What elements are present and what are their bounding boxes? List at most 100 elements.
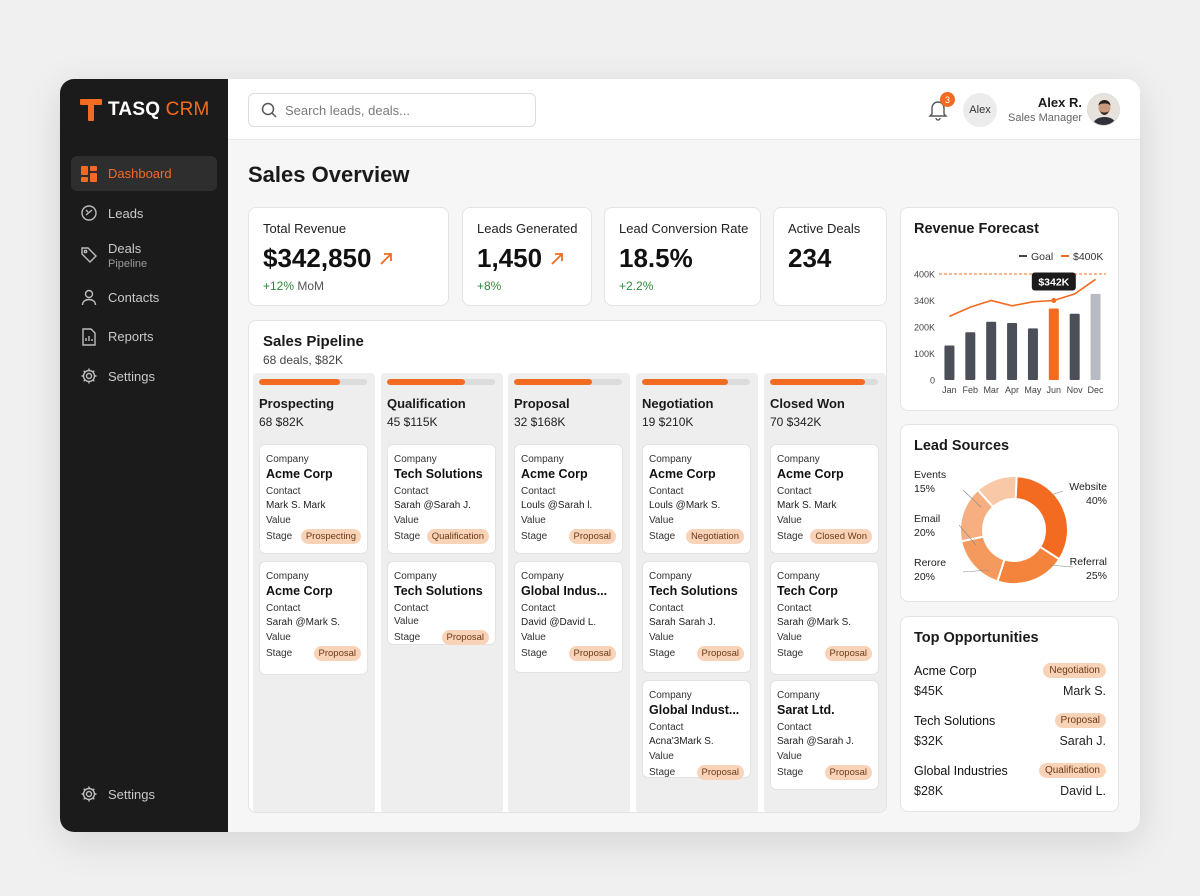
- pie-label-events: Events 15%: [914, 468, 964, 496]
- opportunity-item[interactable]: Acme Corp Negotiation $45K Mark S.: [914, 663, 1106, 698]
- user-chip[interactable]: Alex: [963, 93, 997, 127]
- stage-pill: Proposal: [313, 646, 361, 661]
- revenue-chart: Goal $400K 0 100K 200K 340K 400K Jan Feb Mar Apr Ma…: [914, 251, 1106, 395]
- pie-label-pct: 40%: [1085, 495, 1107, 507]
- company-label: Company: [649, 690, 692, 701]
- stage-label: Stage: [521, 648, 548, 659]
- stage-pill: Proposal: [568, 529, 616, 544]
- company-label: Company: [394, 454, 437, 465]
- deal-card[interactable]: Company Sarat Ltd. Contact Sarah @Sarah J. V…: [770, 680, 879, 790]
- sidebar-item-reports[interactable]: Reports: [71, 319, 217, 354]
- stage-pill: Proposal: [696, 646, 744, 661]
- stage-progress-fill: [387, 379, 465, 385]
- opportunity-item[interactable]: Tech Solutions Proposal $32K Sarah J.: [914, 713, 1106, 748]
- deal-card[interactable]: Company Acme Corp Contact Louls @Sarah l. Va…: [514, 444, 623, 554]
- tooltip-label: $342K: [1038, 277, 1069, 289]
- deal-card[interactable]: Company Global Indus... Contact David @Davi…: [514, 561, 623, 673]
- value-label: Value: [649, 515, 674, 526]
- stage-progress-bar: [387, 379, 495, 385]
- pipeline-title: Sales Pipeline: [263, 333, 364, 350]
- stage-progress-bar: [514, 379, 622, 385]
- value-label: Value: [266, 515, 291, 526]
- column-stats: 19 $210K: [642, 415, 694, 429]
- pipeline-column-prospecting: Prospecting 68 $82K Company Acme Corp Contac…: [253, 373, 375, 812]
- pie-slice-website: [1014, 475, 1069, 561]
- bar-jan: [944, 345, 955, 380]
- opportunity-value: $28K: [914, 784, 944, 798]
- deal-card[interactable]: Company Tech Solutions Contact Sarah Sarah …: [642, 561, 751, 673]
- x-tick-label: Jun: [1047, 385, 1062, 395]
- deal-contact: Mark S. Mark: [266, 500, 326, 511]
- page-title: Sales Overview: [248, 162, 410, 187]
- sidebar-item-label: Deals: [108, 240, 142, 256]
- stage-label: Stage: [266, 531, 293, 542]
- deal-card[interactable]: Company Acme Corp Contact Mark S. Mark Value…: [259, 444, 368, 554]
- deal-contact: Sarah @Sarah J.: [394, 500, 471, 511]
- pie-label-name: Rerore: [914, 557, 947, 569]
- opportunity-company: Global Industries: [914, 763, 1008, 778]
- avatar[interactable]: [1087, 93, 1120, 126]
- column-stats: 68 $82K: [259, 415, 304, 429]
- deal-company: Acme Corp: [777, 467, 844, 481]
- bar-nov: [1069, 313, 1080, 380]
- opportunity-item[interactable]: Global Industries Qualification $28K David…: [914, 763, 1106, 798]
- tooltip-box: [1031, 272, 1076, 291]
- company-label: Company: [394, 571, 437, 582]
- deal-contact: Sarah @Mark S.: [266, 617, 341, 628]
- pie-leader-line: [1050, 490, 1064, 496]
- search-box[interactable]: [248, 93, 536, 127]
- stage-progress-bar: [642, 379, 750, 385]
- deal-card[interactable]: Company Acme Corp Contact Louls @Mark S. Val…: [642, 444, 751, 554]
- bar-feb: [965, 332, 976, 380]
- search-input[interactable]: [285, 102, 515, 118]
- x-tick-label: Apr: [1005, 385, 1019, 395]
- deal-company: Acme Corp: [649, 467, 716, 481]
- pie-label-pct: 25%: [1085, 570, 1107, 582]
- chart-title: Lead Sources: [914, 438, 1010, 454]
- pipeline-subtitle: 68 deals, $82K: [263, 353, 344, 367]
- deal-card[interactable]: Company Global Indust... Contact Acna'3Mark…: [642, 680, 751, 780]
- sidebar-item-sublabel: Pipeline: [108, 257, 148, 270]
- contact-label: Contact: [394, 603, 429, 614]
- app-window: TASQ CRM Dashboard Leads Deals Pipeline C…: [60, 79, 1140, 832]
- kpi-value: 1,450: [477, 243, 564, 274]
- opportunity-value: $45K: [914, 684, 944, 698]
- stage-pill: Proposal: [568, 646, 616, 661]
- sidebar-item-leads[interactable]: Leads: [71, 196, 217, 231]
- gear-icon: [81, 368, 97, 384]
- bar-jun: [1048, 308, 1059, 380]
- deal-card[interactable]: Company Tech Solutions Contact Sarah @Sarah…: [387, 444, 496, 554]
- pie-label-website: Website 40%: [1051, 480, 1107, 508]
- avatar-image: [1088, 94, 1119, 125]
- kpi-value: 18.5%: [619, 243, 693, 273]
- sidebar-item-label: Contacts: [108, 289, 160, 305]
- stage-label: Stage: [777, 648, 804, 659]
- stage-pill: Proposal: [441, 630, 489, 645]
- company-label: Company: [266, 454, 309, 465]
- y-tick-label: 0: [930, 376, 935, 386]
- sidebar-item-label: Dashboard: [108, 166, 172, 181]
- deal-card[interactable]: Company Acme Corp Contact Sarah @Mark S. Val…: [259, 561, 368, 675]
- deal-company: Acme Corp: [266, 584, 333, 598]
- value-label: Value: [266, 632, 291, 643]
- value-label: Value: [777, 632, 802, 643]
- sidebar-item-deals[interactable]: Deals Pipeline: [71, 235, 217, 275]
- deal-card[interactable]: Company Tech Solutions Contact Value Stage Pr…: [387, 561, 496, 645]
- x-tick-label: May: [1024, 385, 1042, 395]
- highlight-point: [1051, 298, 1057, 303]
- pipeline-column-proposal: Proposal 32 $168K Company Acme Corp Contact L…: [508, 373, 630, 812]
- user-info[interactable]: Alex R. Sales Manager: [998, 95, 1082, 124]
- sidebar-item-settings[interactable]: Settings: [71, 359, 217, 394]
- sidebar-item-dashboard[interactable]: Dashboard: [71, 156, 217, 191]
- deal-card[interactable]: Company Acme Corp Contact Mark S. Mark Value…: [770, 444, 879, 554]
- stage-label: Stage: [777, 531, 804, 542]
- sidebar-item-contacts[interactable]: Contacts: [71, 280, 217, 315]
- company-label: Company: [777, 690, 820, 701]
- deal-card[interactable]: Company Tech Corp Contact Sarah @Mark S. Val…: [770, 561, 879, 675]
- sidebar-bottom-settings[interactable]: Settings: [80, 785, 155, 803]
- pie-label-name: Referral: [1069, 556, 1107, 568]
- deal-company: Tech Solutions: [394, 467, 483, 481]
- top-opportunities-card: Top Opportunities Acme Corp Negotiation $…: [900, 616, 1119, 812]
- contact-label: Contact: [649, 722, 684, 733]
- pie-label-email: Email 20%: [914, 512, 964, 540]
